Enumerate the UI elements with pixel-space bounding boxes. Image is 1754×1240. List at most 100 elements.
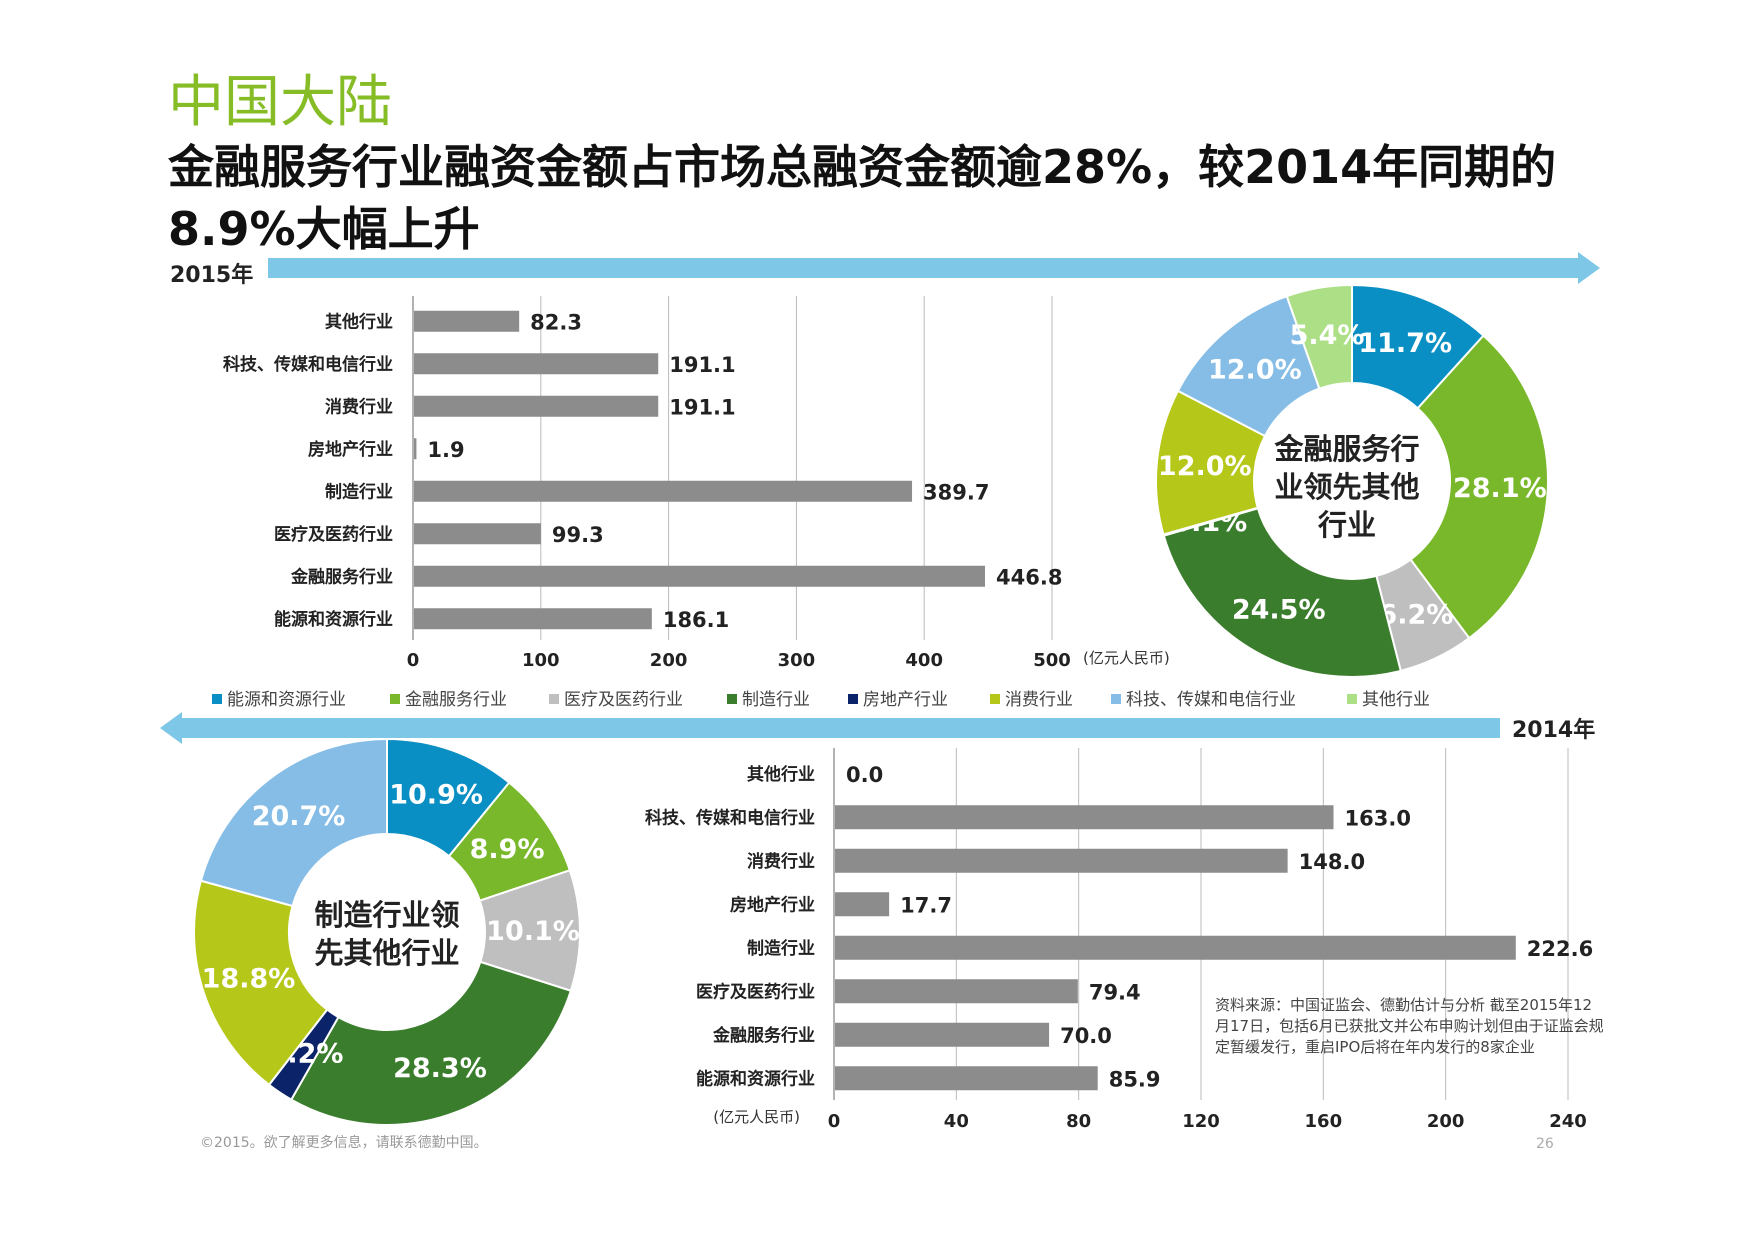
bar2015-value-label: 191.1	[669, 353, 735, 377]
donut2014-slice-label: 28.3%	[393, 1053, 487, 1084]
bar2014-tick-label: 40	[944, 1111, 969, 1132]
legend-swatch	[848, 694, 858, 704]
page-number: 26	[1536, 1136, 1554, 1152]
bar2015-value-label: 446.8	[996, 565, 1062, 589]
legend-label: 消费行业	[1005, 690, 1073, 710]
donut2014-slice-label: 10.1%	[486, 916, 580, 947]
bar2015-category-label: 消费行业	[325, 396, 393, 417]
bar2015-value-label: 1.9	[427, 438, 464, 462]
bar2014-category-label: 制造行业	[747, 938, 815, 959]
bar2014-category-label: 房地产行业	[730, 894, 815, 915]
legend: 能源和资源行业 金融服务行业 医疗及医药行业 制造行业 房地产行业 消费行业 科技、传媒和电…	[212, 690, 1430, 710]
bar2014-tick-label: 240	[1549, 1111, 1587, 1132]
bar2015-bar	[414, 565, 986, 587]
year-label-2014: 2014年	[1512, 718, 1596, 743]
year-label-2015: 2015年	[170, 263, 254, 288]
bar2014-category-label: 医疗及医药行业	[696, 981, 815, 1002]
bar2014-value-label: 0.0	[846, 763, 883, 787]
bar2014-bar	[835, 892, 890, 917]
donut-chart-2014: 10.9%8.9%10.1%28.3%2.2%18.8%20.7%	[193, 737, 581, 1126]
bar2014-unit-label: (亿元人民币)	[713, 1108, 800, 1126]
donut2014-slice	[193, 879, 329, 1087]
bar2014-category-label: 能源和资源行业	[696, 1068, 815, 1089]
bar2015-category-label: 其他行业	[325, 311, 393, 332]
bar2015-category-label: 金融服务行业	[290, 566, 393, 587]
donut2015-slice-label: 5.4%	[1290, 320, 1365, 351]
bar2014-bar	[835, 935, 1516, 960]
donut2014-slice	[289, 960, 573, 1126]
bar2015-bar	[414, 438, 417, 460]
bar2015-tick-label: 500	[1033, 650, 1071, 671]
donut2015-slice-label: 12.0%	[1208, 354, 1302, 385]
bar2014-tick-label: 200	[1427, 1111, 1465, 1132]
bar2014-bar	[835, 848, 1288, 873]
legend-label: 房地产行业	[863, 690, 948, 710]
legend-swatch	[549, 694, 559, 704]
bar2014-category-label: 其他行业	[747, 764, 815, 785]
legend-swatch	[212, 694, 222, 704]
donut2015-slice-label: 24.5%	[1232, 595, 1326, 626]
bar2015-category-label: 房地产行业	[308, 439, 393, 460]
bar2015-category-label: 制造行业	[325, 481, 393, 502]
legend-swatch	[1111, 694, 1121, 704]
title-region: 中国大陆 金融服务行业融资金额占市场总融资金额逾28%，较2014年同期的8.9…	[168, 70, 1668, 260]
bar2015-tick-label: 100	[522, 650, 560, 671]
donut2015-slice	[1162, 507, 1402, 678]
donut-chart-2015: 11.7%28.1%6.2%24.5%0.1%12.0%12.0%5.4%	[1155, 283, 1549, 678]
bar2015-value-label: 99.3	[552, 523, 604, 547]
bar2014-value-label: 70.0	[1060, 1024, 1112, 1048]
bar2015-bar	[414, 395, 659, 417]
bar2015-unit-label: (亿元人民币)	[1083, 649, 1170, 667]
donut2015-slice-label: 6.2%	[1378, 600, 1453, 631]
page-subtitle: 金融服务行业融资金额占市场总融资金额逾28%，较2014年同期的8.9%大幅上升	[168, 140, 1557, 256]
bar2014-tick-label: 120	[1182, 1111, 1220, 1132]
bar2015-category-label: 能源和资源行业	[274, 609, 393, 630]
bar2014-category-label: 金融服务行业	[712, 1025, 815, 1046]
bar2014-bar	[835, 1066, 1098, 1091]
bar2015-bar	[414, 353, 659, 375]
donut2014-slice	[199, 737, 388, 908]
bar2014-value-label: 79.4	[1089, 980, 1141, 1004]
legend-label: 能源和资源行业	[227, 690, 346, 710]
arrow-2014-shaft	[180, 718, 1500, 738]
bar2014-bar	[835, 979, 1078, 1004]
donut2014-slice-label: 18.8%	[202, 963, 296, 994]
bar2014-tick-label: 0	[828, 1111, 841, 1132]
bar2014-value-label: 222.6	[1527, 937, 1593, 961]
bar-chart-2014: 0 40 80 120 160 200 240 其他行业 0.0 科技、传媒和电信行业 163.0 消…	[645, 748, 1593, 1132]
donut2015-slice	[1285, 283, 1353, 390]
donut2014-slice-label: 20.7%	[252, 801, 346, 832]
bar2014-value-label: 17.7	[900, 893, 952, 917]
bar2015-value-label: 82.3	[530, 310, 582, 334]
bar2015-category-label: 科技、传媒和电信行业	[223, 354, 393, 375]
donut2015-slice-label: 11.7%	[1358, 328, 1452, 359]
donut2015-slice-label: 12.0%	[1158, 451, 1252, 482]
legend-label: 制造行业	[742, 690, 810, 710]
donut2014-slice-label: 8.9%	[470, 834, 545, 865]
donut-2014-center-label: 制造行业领先其他行业	[314, 898, 460, 970]
bar2015-tick-label: 400	[905, 650, 943, 671]
bar-chart-2015: 0 100 200 300 400 500 其他行业 82.3 科技、传媒和电信行业 191.1 消…	[223, 296, 1170, 671]
bar2014-tick-label: 80	[1066, 1111, 1091, 1132]
bar2015-tick-label: 0	[407, 650, 420, 671]
bar2015-bar	[414, 523, 541, 545]
bar2014-category-label: 消费行业	[747, 851, 815, 872]
arrow-2015-head	[1578, 252, 1600, 284]
bar2015-category-label: 医疗及医药行业	[274, 524, 393, 545]
legend-label: 医疗及医药行业	[564, 690, 683, 710]
bar2015-value-label: 186.1	[663, 608, 729, 632]
bar2015-tick-label: 200	[650, 650, 688, 671]
footer-copyright: ©2015。欲了解更多信息，请联系德勤中国。	[200, 1135, 488, 1151]
bar2015-bar	[414, 608, 652, 630]
legend-label: 其他行业	[1362, 690, 1430, 710]
arrow-2014-head	[160, 712, 182, 744]
bar2014-tick-label: 160	[1305, 1111, 1343, 1132]
bar2015-bar	[414, 480, 913, 502]
bar2014-value-label: 163.0	[1345, 806, 1411, 830]
donut2015-slice	[1409, 334, 1549, 640]
donut2014-slice-label: 10.9%	[389, 779, 483, 810]
legend-label: 金融服务行业	[405, 690, 507, 710]
arrow-2014	[160, 712, 1500, 744]
bar2015-value-label: 191.1	[669, 395, 735, 419]
